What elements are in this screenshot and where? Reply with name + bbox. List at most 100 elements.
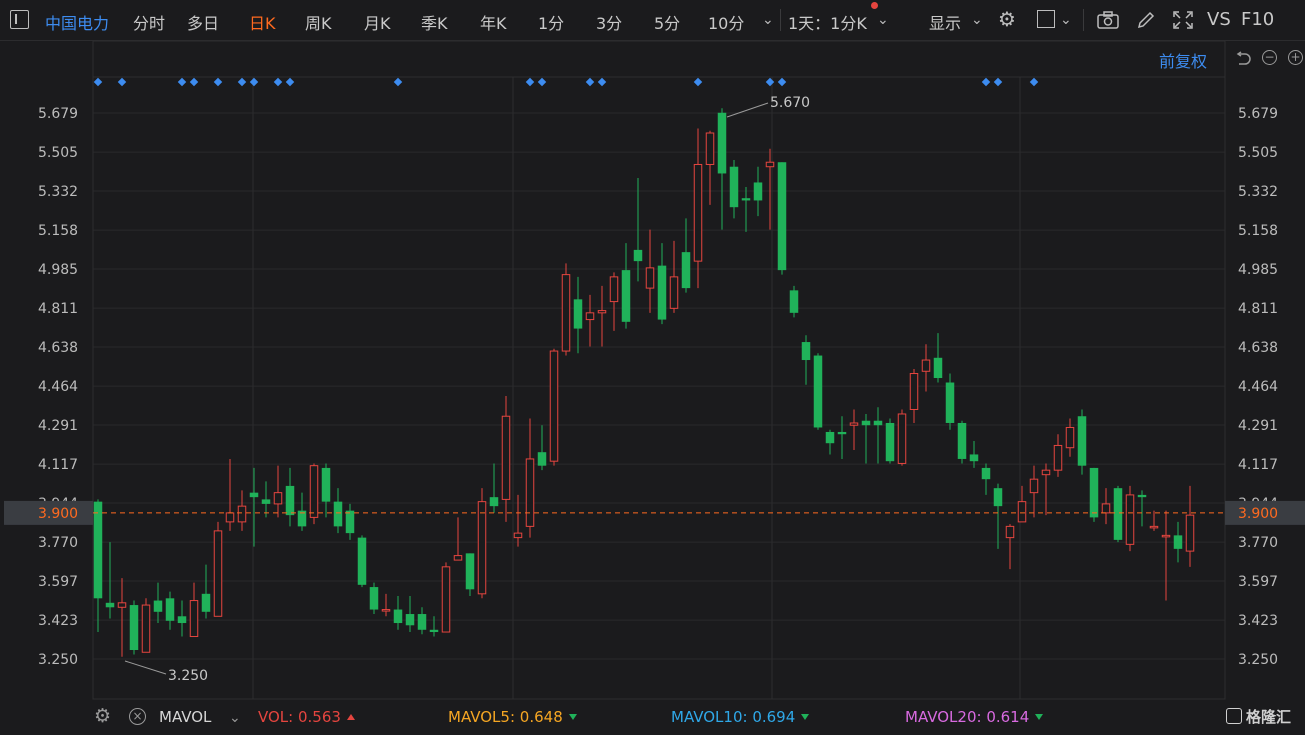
tab-daily-k[interactable]: 日K [249, 14, 276, 33]
candle-body-down [153, 600, 163, 612]
y-axis-tick-right: 4.638 [1238, 340, 1278, 356]
tab-1min[interactable]: 1分 [538, 14, 565, 33]
y-axis-tick-left: 4.117 [38, 457, 78, 473]
gear-icon[interactable]: ⚙ [998, 7, 1016, 31]
candle-body-down [165, 598, 175, 621]
candle-body-up [309, 465, 319, 518]
tab-weekly-k[interactable]: 周K [305, 14, 332, 33]
candle-body-up [1185, 514, 1195, 552]
high-price-label: 5.670 [770, 95, 810, 111]
chevron-down-icon[interactable]: ⌄ [229, 710, 241, 726]
y-axis-tick-right: 4.117 [1238, 457, 1278, 473]
close-icon[interactable]: × [129, 708, 146, 725]
candle-body-up [525, 458, 535, 527]
candle-body-down [981, 467, 991, 480]
candle-body-down [537, 452, 547, 466]
tab-monthly-k[interactable]: 月K [364, 14, 391, 33]
candle-body-up [501, 415, 511, 500]
current-price-label-right: 3.900 [1238, 506, 1278, 522]
y-axis-tick-right: 5.158 [1238, 223, 1278, 239]
tab-multi-day[interactable]: 多日 [187, 14, 220, 33]
tab-5min[interactable]: 5分 [654, 14, 681, 33]
candle-body-down [429, 629, 439, 633]
chevron-down-icon[interactable]: ⌄ [971, 12, 983, 28]
toolbar-divider [780, 9, 781, 31]
tab-yearly-k[interactable]: 年K [480, 14, 507, 33]
mavol10-readout: MAVOL10: 0.694 [671, 708, 810, 726]
y-axis-tick-left: 3.423 [38, 613, 78, 629]
candle-body-down [717, 112, 727, 174]
sidebar-toggle-icon[interactable] [10, 10, 29, 29]
y-axis-tick-left: 4.291 [38, 418, 78, 434]
stock-name[interactable]: 中国电力 [45, 14, 110, 33]
mavol10-value: 0.694 [752, 708, 796, 726]
y-axis-tick-left: 5.505 [38, 145, 78, 161]
multi-period-selector[interactable]: 1天：1分K [788, 14, 867, 33]
candle-body-down [789, 290, 799, 313]
candle-body-down [1113, 488, 1123, 540]
vs-compare-button[interactable]: VS [1207, 9, 1231, 30]
candle-body-down [297, 510, 307, 527]
candle-body-down [813, 355, 823, 428]
zoom-in-icon[interactable]: + [1288, 50, 1303, 65]
y-axis-tick-right: 3.597 [1238, 574, 1278, 590]
fullscreen-icon[interactable] [1172, 10, 1194, 30]
undo-icon[interactable] [1234, 50, 1252, 68]
mavol5-label: MAVOL5: [448, 708, 516, 726]
camera-icon[interactable] [1096, 10, 1120, 30]
candle-body-down [105, 602, 115, 608]
candle-body-down [969, 454, 979, 462]
tab-10min[interactable]: 10分 [708, 14, 745, 33]
candle-body-down [729, 166, 739, 208]
display-menu[interactable]: 显示 [929, 14, 962, 33]
candle-body-up [585, 312, 595, 321]
candle-body-up [909, 373, 919, 410]
y-axis-tick-right: 4.464 [1238, 379, 1278, 395]
current-price-tag-right [1225, 500, 1305, 525]
mavol5-value: 0.648 [519, 708, 563, 726]
candle-body-up [669, 276, 679, 309]
candle-body-down [633, 249, 643, 262]
indicator-settings-icon[interactable]: ⚙ [94, 705, 112, 727]
y-axis-tick-left: 3.250 [38, 652, 78, 668]
arrow-up-icon [346, 714, 355, 720]
candle-body-up [1149, 525, 1159, 529]
tab-quarterly-k[interactable]: 季K [421, 14, 448, 33]
candle-body-down [345, 510, 355, 534]
candle-body-down [417, 614, 427, 630]
candle-body-up [705, 132, 715, 165]
candle-body-down [405, 614, 415, 626]
candle-body-up [141, 604, 151, 653]
y-axis-tick-left: 5.158 [38, 223, 78, 239]
zoom-out-icon[interactable]: − [1262, 50, 1277, 65]
indicator-name[interactable]: MAVOL [159, 708, 212, 726]
chevron-down-icon[interactable]: ⌄ [762, 12, 774, 28]
layout-icon[interactable] [1037, 10, 1055, 28]
candle-body-up [477, 501, 487, 595]
pencil-icon[interactable] [1136, 10, 1156, 30]
candle-body-up [609, 276, 619, 303]
candle-body-up [441, 566, 451, 633]
price-adjust-selector[interactable]: 前复权 [1159, 52, 1208, 71]
kline-chart[interactable]: 5.679 5.679 5.505 5.505 5.332 5.332 5.158 5.158… [0, 40, 1305, 701]
candle-body-up [1029, 478, 1039, 494]
mavol20-readout: MAVOL20: 0.614 [905, 708, 1044, 726]
y-axis-tick-left: 4.464 [38, 379, 78, 395]
candle-body-up [513, 532, 523, 539]
candle-body-down [837, 431, 847, 435]
chevron-down-icon[interactable]: ⌄ [877, 12, 889, 28]
candle-body-down [261, 499, 271, 504]
candle-body-down [945, 382, 955, 423]
y-axis-tick-right: 3.250 [1238, 652, 1278, 668]
candle-body-up [1125, 494, 1135, 545]
f10-button[interactable]: F10 [1241, 9, 1275, 30]
signal-marker [285, 77, 295, 87]
tab-3min[interactable]: 3分 [596, 14, 623, 33]
candle-body-up [597, 310, 607, 314]
y-axis-tick-right: 5.332 [1238, 184, 1278, 200]
plot-frame [92, 40, 1226, 700]
chevron-down-icon[interactable]: ⌄ [1060, 12, 1072, 28]
y-axis-tick-right: 3.423 [1238, 613, 1278, 629]
tab-intraday[interactable]: 分时 [133, 14, 166, 33]
vol-value: 0.563 [298, 708, 341, 726]
